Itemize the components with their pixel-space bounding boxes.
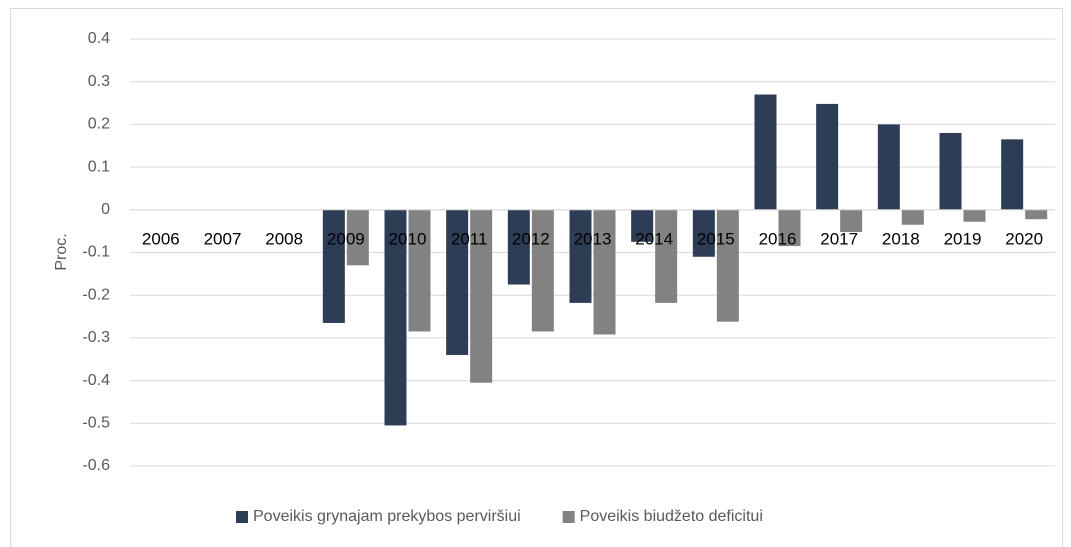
y-tick-label: -0.6 [82,457,110,474]
x-tick-label: 2008 [265,229,303,248]
legend-swatch [236,511,248,523]
x-tick-label: 2016 [759,229,797,248]
x-tick-label: 2014 [635,229,673,248]
bar [939,132,962,210]
bar [531,209,554,332]
x-tick-label: 2020 [1005,229,1043,248]
bar [408,209,431,332]
x-tick-label: 2017 [820,229,858,248]
bar [716,209,739,322]
bar [384,209,407,426]
bar [569,209,592,303]
bar [778,209,801,247]
bar [655,209,678,303]
bar [446,209,469,355]
y-tick-label: -0.1 [82,244,110,261]
y-tick-label: -0.3 [82,329,110,346]
bar [322,209,345,323]
x-tick-label: 2007 [204,229,242,248]
bar [1025,209,1048,220]
bar [346,209,369,266]
legend-label: Poveikis biudžeto deficitui [580,508,763,525]
y-tick-label: 0.2 [88,116,110,133]
y-axis-label: Proc. [53,233,70,270]
x-tick-label: 2010 [389,229,427,248]
bar [692,209,715,257]
y-tick-label: 0.1 [88,158,110,175]
y-tick-label: -0.5 [82,415,110,432]
legend-label: Poveikis grynajam prekybos perviršiui [253,508,521,525]
x-tick-label: 2009 [327,229,365,248]
x-tick-label: 2006 [142,229,180,248]
bar [901,209,924,225]
bar [470,209,493,383]
x-tick-label: 2013 [574,229,612,248]
bar [631,209,654,242]
bar [754,94,777,210]
chart-frame [10,8,1063,547]
y-tick-label: 0.4 [88,30,110,47]
x-tick-label: 2011 [451,229,488,248]
x-tick-label: 2012 [512,229,550,248]
bar [840,209,863,233]
x-tick-label: 2019 [944,229,982,248]
y-tick-label: 0.3 [88,73,110,90]
y-tick-label: -0.2 [82,286,110,303]
x-tick-label: 2015 [697,229,735,248]
bar [963,209,986,222]
y-tick-label: 0 [101,201,110,218]
legend-swatch [562,511,575,523]
bar [1001,139,1024,210]
bar [877,124,900,210]
x-tick-label: 2018 [882,229,920,248]
y-tick-label: -0.4 [82,372,110,389]
bar [593,209,616,335]
bar [816,103,839,210]
bar [507,209,530,285]
